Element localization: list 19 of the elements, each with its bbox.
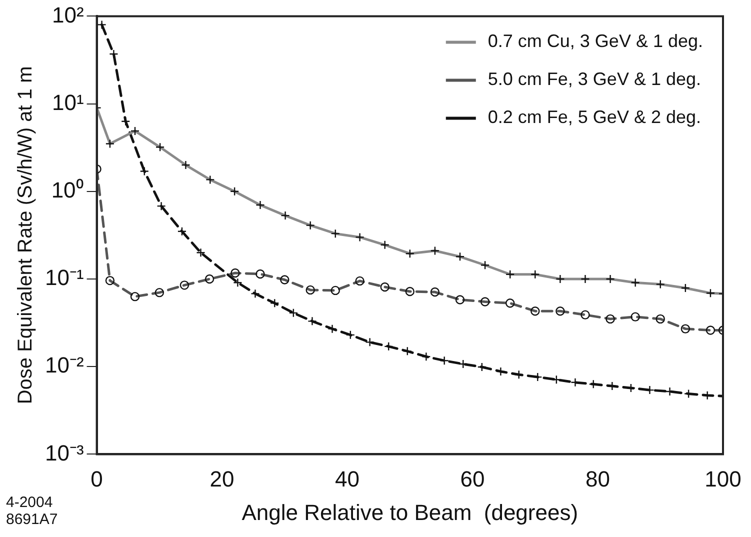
x-tick-label: 60: [460, 466, 485, 492]
y-tick-label: 10²: [52, 2, 84, 28]
x-tick-label: 40: [335, 466, 360, 492]
y-tick-label: 10⁻³: [45, 440, 84, 466]
x-tick-label: 0: [90, 466, 103, 492]
x-tick-label: 100: [704, 466, 742, 492]
y-tick-label: 10⁻²: [45, 352, 84, 378]
y-axis-title: Dose Equivalent Rate (Sv/h/W) at 1 m: [14, 66, 37, 404]
y-tick-label: 10⁰: [51, 177, 84, 202]
x-tick-label: 80: [586, 466, 610, 492]
y-tick-label: 10⁻¹: [45, 265, 84, 290]
x-axis-title: Angle Relative to Beam (degrees): [242, 500, 578, 525]
legend-label: 0.7 cm Cu, 3 GeV & 1 deg.: [488, 31, 704, 52]
text: 4-2004: [6, 494, 53, 511]
text: 8691A7: [6, 511, 58, 528]
x-tick-label: 20: [210, 466, 234, 492]
y-tick-label: 10¹: [52, 90, 84, 115]
legend-label: 5.0 cm Fe, 3 GeV & 1 deg.: [488, 69, 701, 90]
legend-label: 0.2 cm Fe, 5 GeV & 2 deg.: [488, 107, 701, 128]
